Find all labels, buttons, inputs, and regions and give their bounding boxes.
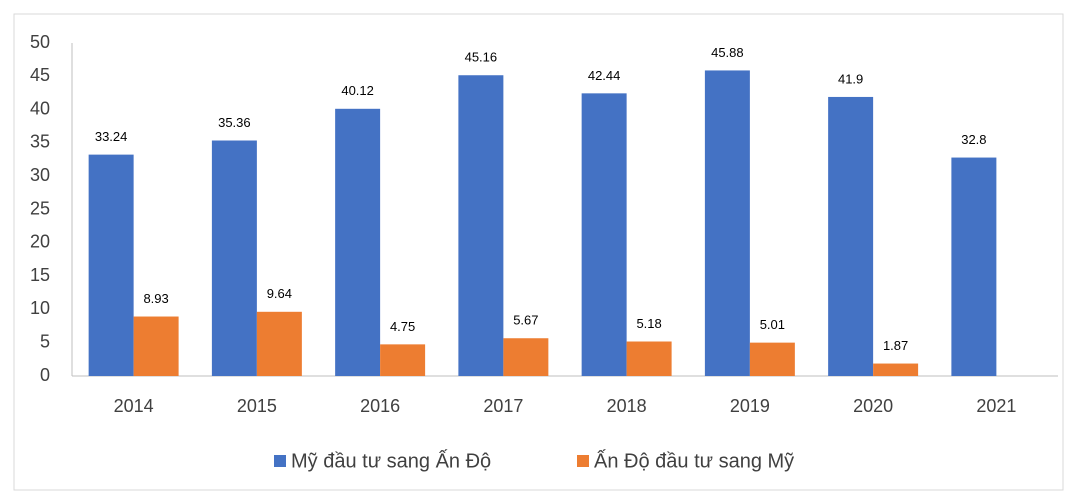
y-tick-label: 50 (30, 32, 50, 52)
data-label: 8.93 (143, 291, 168, 306)
bar (380, 344, 426, 376)
data-label: 5.01 (760, 317, 785, 332)
x-tick-label: 2021 (976, 396, 1016, 416)
bar (503, 338, 549, 376)
data-label: 42.44 (588, 68, 621, 83)
data-label: 5.18 (636, 316, 661, 331)
bar (458, 75, 504, 376)
bar (581, 93, 627, 376)
y-tick-label: 0 (40, 365, 50, 385)
bar (88, 154, 134, 376)
bar (951, 157, 997, 376)
data-label: 33.24 (95, 129, 128, 144)
data-label: 45.88 (711, 45, 744, 60)
x-tick-label: 2016 (360, 396, 400, 416)
x-tick-label: 2014 (114, 396, 154, 416)
legend-label: Mỹ đầu tư sang Ấn Độ (291, 449, 491, 472)
bar (626, 341, 672, 376)
y-tick-label: 25 (30, 198, 50, 218)
bar (828, 96, 874, 377)
x-tick-label: 2018 (607, 396, 647, 416)
x-tick-label: 2019 (730, 396, 770, 416)
y-tick-label: 40 (30, 98, 50, 118)
legend-swatch (577, 455, 589, 467)
legend-label: Ấn Độ đầu tư sang Mỹ (594, 449, 794, 472)
data-label: 40.12 (341, 83, 374, 98)
x-tick-label: 2020 (853, 396, 893, 416)
y-tick-label: 10 (30, 298, 50, 318)
data-label: 5.67 (513, 313, 538, 328)
data-label: 45.16 (465, 50, 498, 65)
y-tick-label: 20 (30, 232, 50, 252)
chart-border (13, 13, 1064, 491)
bar (335, 108, 381, 377)
y-tick-label: 35 (30, 132, 50, 152)
y-tick-label: 45 (30, 65, 50, 85)
data-label: 35.36 (218, 115, 251, 130)
bar (211, 140, 257, 376)
y-tick-label: 5 (40, 331, 50, 351)
y-tick-label: 30 (30, 165, 50, 185)
bar (133, 316, 179, 376)
bar (749, 342, 795, 376)
bar (256, 311, 302, 376)
legend-swatch (274, 455, 286, 467)
data-label: 1.87 (883, 338, 908, 353)
data-label: 4.75 (390, 319, 415, 334)
data-label: 32.8 (961, 132, 986, 147)
bar (873, 363, 919, 376)
data-label: 41.9 (838, 71, 863, 86)
y-tick-label: 15 (30, 265, 50, 285)
bar (704, 70, 750, 376)
x-tick-label: 2017 (483, 396, 523, 416)
x-tick-label: 2015 (237, 396, 277, 416)
data-label: 9.64 (267, 286, 292, 301)
